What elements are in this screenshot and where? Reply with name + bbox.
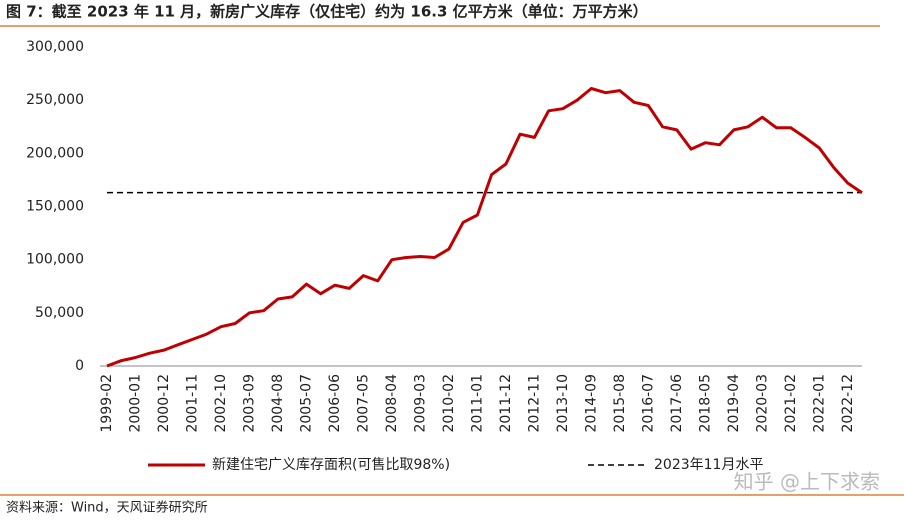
x-tick-label: 2005-07 <box>298 374 314 433</box>
x-tick-label: 2011-01 <box>469 374 485 433</box>
x-tick-label: 2011-12 <box>498 374 514 433</box>
x-tick-label: 2007-05 <box>355 374 371 433</box>
x-tick-label: 2012-11 <box>526 374 542 433</box>
y-tick-label: 100,000 <box>26 252 84 268</box>
x-tick-label: 2000-01 <box>127 374 143 433</box>
chart-title: 图 7：截至 2023 年 11 月，新房广义库存（仅住宅）约为 16.3 亿平… <box>6 3 648 21</box>
y-tick-label: 150,000 <box>26 199 84 215</box>
x-tick-label: 2022-01 <box>811 374 827 433</box>
y-tick-label: 200,000 <box>26 145 84 161</box>
x-tick-label: 2019-04 <box>726 374 742 433</box>
x-tick-label: 2016-07 <box>640 374 656 433</box>
y-tick-label: 300,000 <box>26 39 84 55</box>
x-tick-label: 2014-09 <box>583 374 599 433</box>
series-line <box>106 87 863 368</box>
x-tick-label: 1999-02 <box>99 374 115 433</box>
x-tick-label: 2000-12 <box>156 374 172 433</box>
watermark: 知乎 @上下求索 <box>734 470 880 494</box>
x-tick-label: 2020-03 <box>754 374 770 433</box>
x-tick-label: 2009-03 <box>412 374 428 433</box>
x-tick-label: 2015-08 <box>612 374 628 433</box>
x-tick-label: 2018-05 <box>697 374 713 433</box>
source: 资料来源：Wind，天风证券研究所 <box>6 500 208 516</box>
x-tick-label: 2013-10 <box>555 374 571 433</box>
x-tick-label: 2003-09 <box>241 374 257 433</box>
x-tick-label: 2004-08 <box>270 374 286 433</box>
y-tick-label: 250,000 <box>26 92 84 108</box>
x-tick-label: 2008-04 <box>384 374 400 433</box>
x-tick-label: 2006-06 <box>327 374 343 433</box>
x-tick-label: 2010-02 <box>441 374 457 433</box>
x-tick-label: 2017-06 <box>669 374 685 433</box>
y-tick-label: 50,000 <box>35 305 84 321</box>
x-tick-label: 2001-11 <box>184 374 200 433</box>
legend-label: 新建住宅广义库存面积(可售比取98%) <box>212 457 450 473</box>
y-tick-label: 0 <box>75 358 84 374</box>
x-tick-label: 2002-10 <box>213 374 229 433</box>
legend-label: 2023年11月水平 <box>654 457 763 473</box>
x-tick-label: 2021-02 <box>783 374 799 433</box>
x-tick-label: 2022-12 <box>840 374 856 433</box>
